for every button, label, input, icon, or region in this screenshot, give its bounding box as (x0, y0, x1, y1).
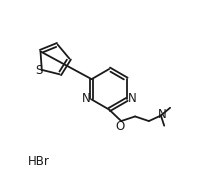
Text: S: S (35, 64, 42, 77)
Text: N: N (128, 92, 137, 105)
Text: N: N (82, 92, 91, 105)
Text: O: O (116, 120, 125, 133)
Text: N: N (157, 108, 166, 121)
Text: HBr: HBr (28, 155, 50, 168)
